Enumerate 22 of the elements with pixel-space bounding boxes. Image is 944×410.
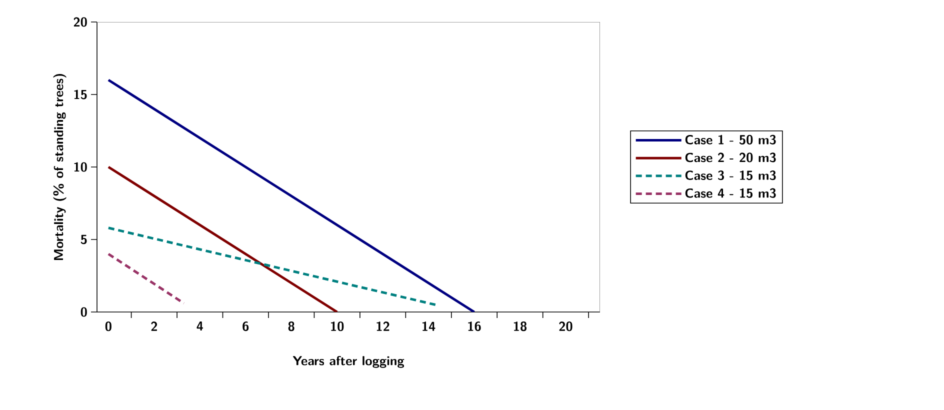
y-tick-label: 10	[74, 162, 87, 172]
x-tick-label: 12	[376, 322, 390, 331]
x-tick-label: 18	[514, 322, 527, 332]
x-tick-label: 10	[330, 322, 344, 332]
x-tick-label: 16	[468, 322, 481, 332]
legend-label: Case 4 - 15 m3	[685, 188, 776, 198]
x-tick-label: 0	[105, 322, 112, 332]
x-tick-label: 6	[242, 322, 249, 332]
x-tick-label: 8	[288, 322, 294, 332]
y-tick-label: 5	[80, 234, 87, 244]
y-tick-label: 0	[80, 307, 87, 317]
y-axis-title: Mortality (% of standing trees)	[53, 74, 66, 260]
y-tick-label: 20	[74, 17, 87, 27]
x-tick-label: 2	[151, 322, 158, 331]
legend-label: Case 1 - 50 m3	[685, 134, 776, 144]
x-tick-label: 20	[559, 322, 572, 332]
x-tick-label: 4	[196, 322, 204, 331]
x-axis-title: Years after logging	[292, 356, 404, 368]
x-tick-label: 14	[422, 322, 436, 331]
legend-label: Case 3 - 15 m3	[685, 170, 776, 180]
y-tick-label: 15	[74, 90, 87, 100]
legend-label: Case 2 - 20 m3	[685, 152, 776, 162]
